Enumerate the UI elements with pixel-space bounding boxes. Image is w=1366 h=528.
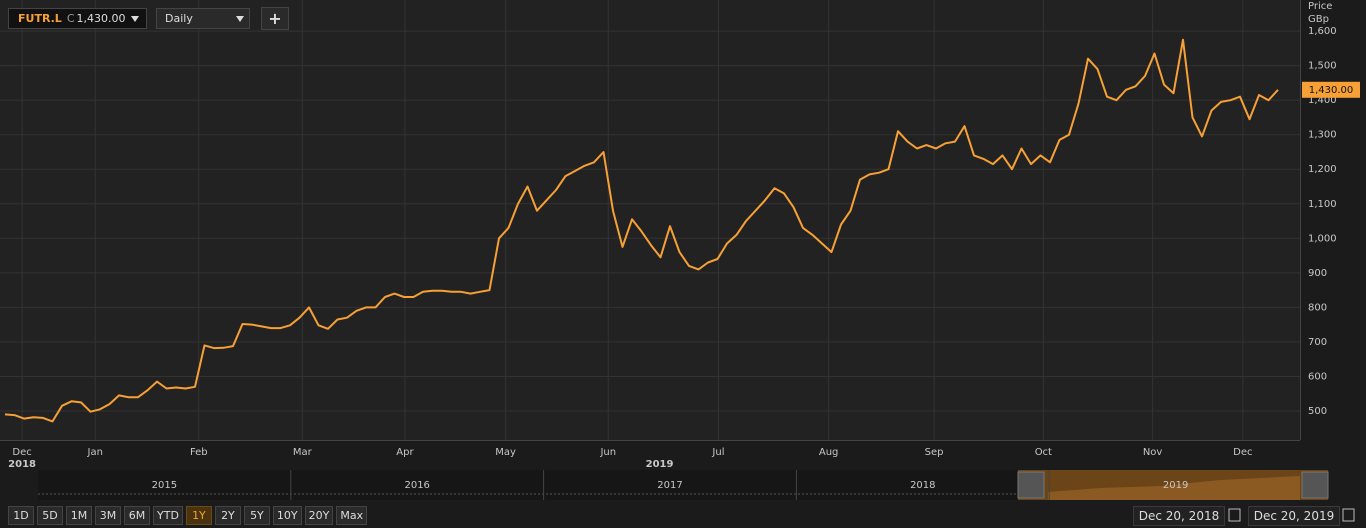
y-tick-label: 1,200 (1308, 164, 1337, 175)
range-button[interactable]: 1M (66, 506, 92, 525)
range-button[interactable]: 3M (95, 506, 121, 525)
year-label: 2019 (646, 459, 674, 470)
range-button[interactable]: 1Y (185, 506, 212, 525)
navigator-handle[interactable] (1017, 471, 1045, 499)
dropdown-arrow (131, 16, 139, 22)
price-line (4, 38, 1279, 423)
navigator-year: 2016 (404, 480, 429, 491)
year-label: 2018 (8, 459, 36, 470)
calendar-icon[interactable] (1342, 508, 1355, 522)
symbol: FUTR.L (18, 12, 62, 25)
range-button[interactable]: YTD (153, 506, 183, 525)
x-tick-label: Nov (1143, 447, 1163, 458)
y-tick-label: 900 (1308, 268, 1327, 279)
y-axis-unit: GBp (1308, 14, 1329, 25)
y-tick-label: 1,600 (1308, 26, 1337, 37)
y-tick-label: 700 (1308, 337, 1327, 348)
x-tick-label: Aug (819, 447, 839, 458)
navigator-years: 2015 2016 2017 2018 2019 (152, 470, 1188, 500)
x-tick-label: Jan (87, 447, 103, 458)
range-buttons: 1D 5D 1M 3M 6M YTD 1Y 2Y 5Y 10Y 20Y Max (8, 506, 368, 525)
navigator-year: 2015 (152, 480, 177, 491)
y-tick-label: 1,400 (1308, 95, 1337, 106)
date-from[interactable]: Dec 20, 2018 (1133, 506, 1225, 526)
navigator-year: 2019 (1163, 480, 1188, 491)
range-button[interactable]: 5Y (243, 506, 270, 525)
symbol-box[interactable]: FUTR.L C 1,430.00 (8, 8, 147, 29)
navigator-year: 2017 (657, 480, 682, 491)
interval-select[interactable]: Daily (156, 8, 250, 29)
range-button[interactable]: Max (336, 506, 368, 525)
y-tick-label: 500 (1308, 406, 1327, 417)
range-button[interactable]: 2Y (214, 506, 241, 525)
range-button[interactable]: 20Y (304, 506, 334, 525)
y-tick-label: 600 (1308, 371, 1327, 382)
range-button[interactable]: 6M (124, 506, 150, 525)
plot-area (0, 0, 1300, 440)
plot-layer: 500 600 700 800 900 1,000 1,100 1,200 1,300 1,400… (0, 0, 1360, 470)
date-to[interactable]: Dec 20, 2019 (1248, 506, 1340, 526)
x-tick-label: Jul (711, 447, 724, 458)
x-tick-label: Mar (293, 447, 313, 458)
x-tick-label: Oct (1035, 447, 1052, 458)
last-price-label: 1,430.00 (1309, 85, 1354, 96)
x-tick-label: Apr (396, 447, 414, 458)
x-tick-label: Dec (12, 447, 31, 458)
dropdown-arrow (236, 16, 244, 22)
y-tick-label: 800 (1308, 302, 1327, 313)
y-tick-label: 1,000 (1308, 233, 1337, 244)
y-axis-title: Price (1308, 1, 1332, 12)
interval: Daily (165, 12, 193, 25)
x-tick-label: Feb (190, 447, 208, 458)
last-price-tag (1302, 81, 1360, 98)
range-button[interactable]: 5D (37, 506, 63, 525)
x-tick-label: Dec (1233, 447, 1252, 458)
close-price: 1,430.00 (76, 12, 126, 25)
navigator-year: 2018 (910, 480, 935, 491)
y-tick-label: 1,500 (1308, 61, 1337, 72)
calendar-icon[interactable] (1228, 508, 1241, 522)
x-tick-label: May (495, 447, 516, 458)
close-prefix: C (66, 12, 75, 25)
y-tick-label: 1,300 (1308, 130, 1337, 141)
x-tick-label: Jun (599, 447, 616, 458)
range-button[interactable]: 10Y (272, 506, 302, 525)
range-button[interactable]: 1D (8, 506, 34, 525)
navigator-area (1048, 476, 1300, 500)
y-tick-label: 1,100 (1308, 199, 1337, 210)
x-tick-label: Sep (925, 447, 944, 458)
add-button[interactable]: + (261, 7, 289, 30)
navigator-handle[interactable] (1301, 471, 1329, 499)
